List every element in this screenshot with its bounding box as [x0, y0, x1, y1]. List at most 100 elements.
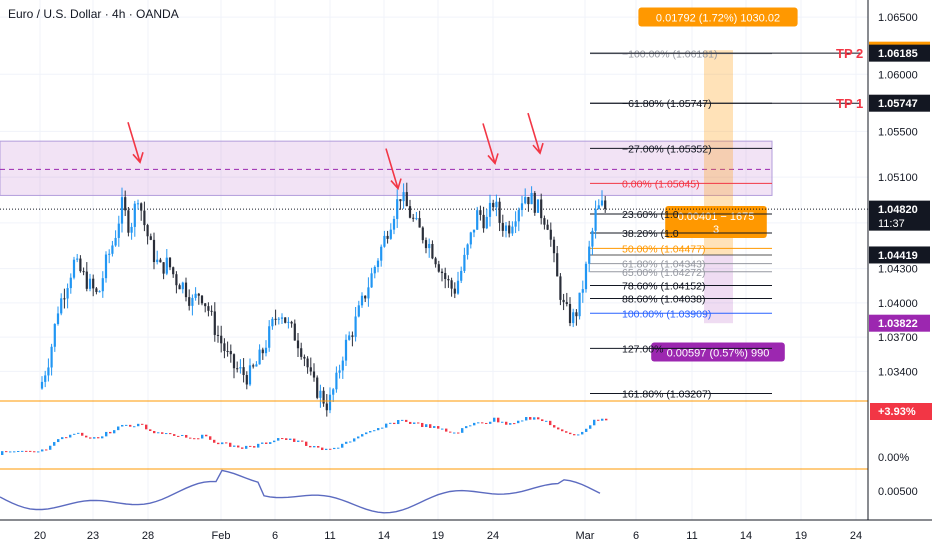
perf-badge-bg: [870, 403, 932, 420]
perf-candle: [341, 443, 344, 448]
perf-candle: [49, 445, 52, 450]
candle-body: [101, 278, 104, 292]
price-tick-label: 1.04000: [878, 298, 918, 310]
price-badge-label: 1.04820: [878, 204, 918, 216]
perf-candle: [393, 422, 396, 425]
candle-body: [156, 259, 159, 263]
perf-candle: [361, 434, 364, 437]
candle-body: [572, 312, 575, 324]
candle-body: [226, 350, 229, 352]
candle-body: [559, 276, 562, 300]
candle-body: [456, 280, 460, 294]
candle-body: [402, 192, 405, 202]
candle-body: [575, 312, 578, 317]
fib-label: 0.00% (1.05045): [622, 178, 700, 190]
perf-candle: [437, 426, 440, 429]
perf-candle: [9, 451, 12, 453]
candle-body: [133, 203, 136, 227]
perf-candle: [97, 437, 100, 439]
candle-body: [162, 262, 165, 274]
perf-candle: [253, 446, 256, 448]
perf-candle: [381, 427, 384, 429]
candle-body: [517, 210, 520, 222]
position-mid-label-text: 3: [713, 224, 719, 236]
fib-label: 65.00% (1.04272): [622, 267, 705, 279]
candle-body: [600, 200, 604, 206]
candle-body: [546, 224, 549, 230]
perf-candle: [197, 438, 200, 440]
performance-pane: [0, 400, 932, 455]
candle-body: [463, 254, 466, 271]
candle-body: [79, 258, 82, 272]
candle-body: [284, 317, 287, 323]
candle-body: [360, 295, 364, 306]
candle-body: [485, 216, 488, 229]
candle-body: [277, 318, 280, 320]
perf-candle: [425, 424, 428, 428]
perf-candle: [569, 432, 572, 435]
perf-candle: [101, 436, 104, 439]
tp-label: TP 2: [836, 46, 863, 61]
candle-body: [188, 297, 191, 306]
perf-candle: [545, 420, 548, 422]
perf-candle: [465, 426, 468, 429]
candle-body: [82, 271, 85, 273]
perf-candle: [521, 420, 524, 422]
candle-body: [540, 199, 543, 219]
arrow-head: [390, 178, 402, 191]
perf-candle: [513, 423, 516, 425]
tp-label: TP 1: [836, 96, 863, 111]
perf-candle: [5, 451, 8, 453]
perf-candle: [233, 445, 236, 447]
perf-candle: [401, 419, 404, 421]
perf-zero-label: 0.00%: [878, 452, 909, 464]
target-label: 0.01792 (1.72%) 1030.02: [638, 7, 798, 27]
price-badge-bg: [869, 94, 930, 112]
annotation-arrows: [127, 112, 544, 191]
candle-body: [524, 197, 527, 204]
price-badge-bg: [869, 200, 930, 231]
candle-body: [322, 390, 325, 404]
candle-body: [408, 206, 412, 218]
perf-candle: [177, 435, 180, 437]
candle-body: [424, 240, 428, 249]
candle-body: [597, 205, 600, 210]
perf-candle: [457, 432, 460, 434]
candle-body: [63, 298, 66, 300]
candle-body: [229, 351, 232, 355]
candle-body: [396, 199, 399, 219]
symbol-title: Euro / U.S. Dollar · 4h · OANDA: [8, 7, 179, 21]
candle-body: [191, 297, 194, 306]
perf-candle: [325, 448, 328, 451]
candle-body: [76, 258, 79, 260]
perf-candle: [357, 436, 360, 439]
candle-body: [565, 302, 568, 305]
candle-body: [405, 192, 408, 207]
price-tick-label: 1.04300: [878, 264, 918, 276]
candle-body: [149, 236, 152, 240]
perf-candle: [553, 425, 556, 428]
perf-candle: [281, 438, 284, 440]
candle-body: [415, 218, 418, 220]
perf-candle: [113, 430, 116, 434]
fib-label: 127.00%: [622, 343, 663, 355]
perf-candle: [573, 434, 576, 436]
candle-body: [146, 225, 149, 237]
arrow-shaft: [482, 123, 496, 164]
candle-body: [300, 348, 303, 357]
perf-candle: [45, 449, 48, 451]
price-badge-time: 11:37: [878, 218, 905, 230]
perf-candle: [433, 426, 436, 428]
candle-body: [95, 288, 98, 293]
perf-candle: [305, 441, 308, 446]
price-badge-label: 1.04419: [878, 250, 918, 262]
perf-candle: [285, 438, 288, 440]
perf-candle: [473, 422, 476, 426]
fib-label: 38.20% (1.0: [622, 228, 679, 240]
perf-candle: [461, 428, 464, 433]
arrow-shaft: [127, 122, 141, 163]
candle-body: [130, 226, 133, 233]
time-tick-label: 20: [34, 530, 46, 542]
